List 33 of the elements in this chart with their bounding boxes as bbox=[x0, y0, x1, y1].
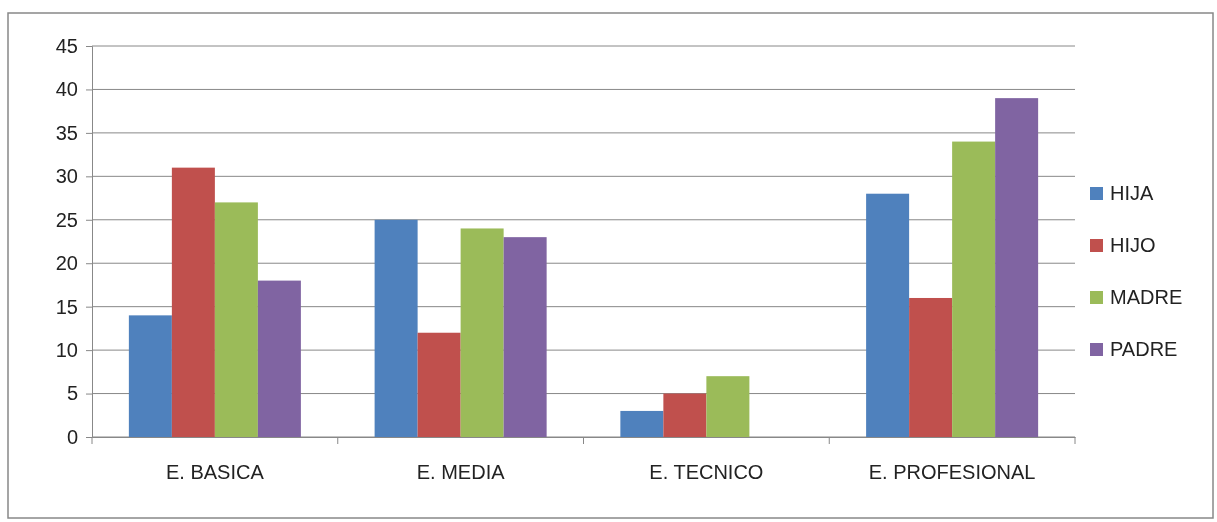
x-tick-label: E. TECNICO bbox=[649, 461, 764, 484]
bar bbox=[460, 228, 504, 437]
legend-label: MADRE bbox=[1110, 286, 1183, 308]
y-tick-label: 25 bbox=[55, 208, 78, 231]
x-tick-label: E. MEDIA bbox=[416, 461, 506, 484]
y-tick-label: 15 bbox=[55, 295, 78, 318]
bar bbox=[171, 167, 215, 437]
y-tick-label: 5 bbox=[66, 382, 78, 405]
bar bbox=[995, 98, 1039, 437]
bar bbox=[374, 219, 418, 437]
bar bbox=[417, 332, 461, 437]
bar bbox=[952, 141, 996, 437]
x-tick-label: E. BASICA bbox=[165, 461, 265, 484]
x-tick-label: E. PROFESIONAL bbox=[868, 461, 1036, 484]
bar bbox=[909, 297, 953, 437]
legend-label: HIJA bbox=[1110, 182, 1154, 204]
bar bbox=[866, 193, 910, 437]
y-tick-label: 35 bbox=[55, 121, 78, 144]
bar bbox=[214, 202, 258, 437]
bar bbox=[503, 237, 547, 437]
bar bbox=[128, 315, 172, 437]
y-tick-label: 10 bbox=[55, 339, 78, 362]
bar bbox=[706, 376, 750, 437]
legend-label: PADRE bbox=[1110, 338, 1178, 360]
y-tick-label: 20 bbox=[55, 252, 78, 275]
bar bbox=[257, 280, 301, 437]
y-tick-label: 40 bbox=[55, 78, 78, 101]
bar bbox=[663, 393, 707, 437]
y-tick-label: 45 bbox=[55, 34, 78, 57]
bar bbox=[620, 410, 664, 437]
legend-label: HIJO bbox=[1110, 234, 1156, 256]
y-tick-label: 30 bbox=[55, 165, 78, 188]
y-tick-label: 0 bbox=[66, 425, 78, 448]
